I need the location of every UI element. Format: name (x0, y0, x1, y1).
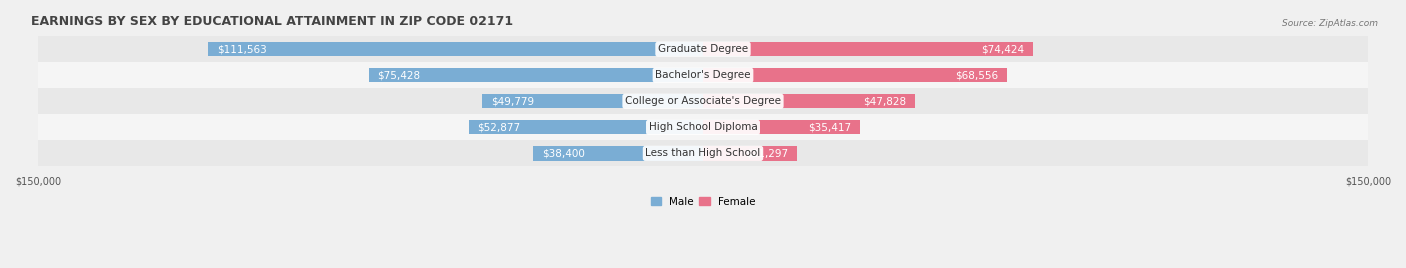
Text: $49,779: $49,779 (491, 96, 534, 106)
Text: Bachelor's Degree: Bachelor's Degree (655, 70, 751, 80)
Bar (38, 88, 1368, 114)
Bar (482, 94, 703, 109)
Bar (38, 140, 1368, 166)
Text: $38,400: $38,400 (541, 148, 585, 158)
Text: $47,828: $47,828 (863, 96, 905, 106)
Text: $21,297: $21,297 (745, 148, 789, 158)
Text: College or Associate's Degree: College or Associate's Degree (626, 96, 780, 106)
Text: $74,424: $74,424 (981, 44, 1024, 54)
Text: Graduate Degree: Graduate Degree (658, 44, 748, 54)
Text: Source: ZipAtlas.com: Source: ZipAtlas.com (1282, 19, 1378, 28)
Bar (38, 36, 1368, 62)
Bar (533, 146, 703, 161)
Text: $75,428: $75,428 (377, 70, 420, 80)
Bar (468, 120, 703, 135)
Text: EARNINGS BY SEX BY EDUCATIONAL ATTAINMENT IN ZIP CODE 02171: EARNINGS BY SEX BY EDUCATIONAL ATTAINMEN… (31, 15, 513, 28)
Bar (703, 120, 860, 135)
Bar (38, 114, 1368, 140)
Text: High School Diploma: High School Diploma (648, 122, 758, 132)
Bar (703, 42, 1033, 56)
Bar (703, 146, 797, 161)
Text: $35,417: $35,417 (808, 122, 851, 132)
Text: $52,877: $52,877 (478, 122, 520, 132)
Text: $111,563: $111,563 (218, 44, 267, 54)
Text: $68,556: $68,556 (955, 70, 998, 80)
Text: Less than High School: Less than High School (645, 148, 761, 158)
Bar (368, 68, 703, 82)
Bar (208, 42, 703, 56)
Bar (38, 62, 1368, 88)
Bar (703, 94, 915, 109)
Legend: Male, Female: Male, Female (647, 192, 759, 211)
Bar (703, 68, 1007, 82)
